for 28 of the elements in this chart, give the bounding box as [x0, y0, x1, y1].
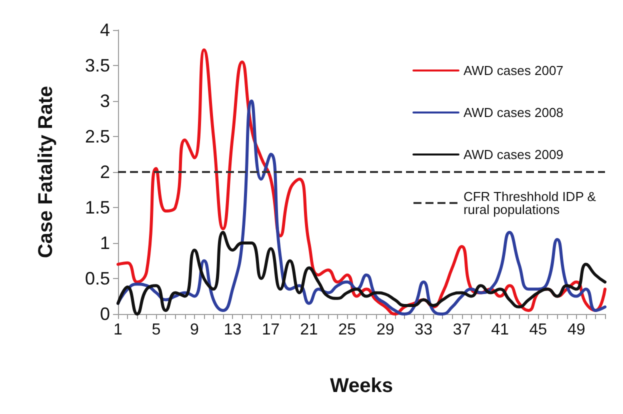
y-tick-label: 3	[100, 91, 110, 111]
y-tick-label: 1.5	[84, 198, 110, 218]
x-tick-label: 9	[190, 322, 199, 338]
x-tick-label: 45	[529, 322, 548, 338]
x-tick-label: 41	[491, 322, 509, 338]
y-tick-label: 3.5	[84, 56, 110, 76]
x-axis-title: Weeks	[330, 375, 394, 397]
x-tick-label: 21	[300, 322, 318, 338]
x-tick-label: 5	[152, 322, 161, 338]
legend-label: AWD cases 2009	[463, 147, 564, 162]
y-tick-label: 4	[100, 20, 110, 40]
y-tick-label: 0	[100, 304, 110, 324]
legend-label: AWD cases 2008	[463, 105, 564, 120]
y-tick-label: 1	[100, 233, 110, 253]
legend-label: CFR Threshhold IDP & rural populations	[463, 189, 600, 217]
y-tick-label: 2	[100, 162, 110, 182]
x-tick-label: 25	[338, 322, 356, 338]
x-tick-label: 29	[376, 322, 394, 338]
x-tick-label: 17	[262, 322, 280, 338]
x-tick-label: 1	[114, 322, 123, 338]
x-tick-label: 13	[224, 322, 242, 338]
y-tick-label: 2.5	[84, 126, 110, 146]
legend-label: AWD cases 2007	[463, 63, 564, 78]
y-axis-title: Case Fatality Rate	[35, 86, 57, 258]
x-tick-label: 33	[414, 322, 433, 338]
x-tick-label: 49	[567, 322, 586, 338]
x-tick-label: 37	[452, 322, 471, 338]
y-tick-label: 0.5	[84, 268, 110, 288]
